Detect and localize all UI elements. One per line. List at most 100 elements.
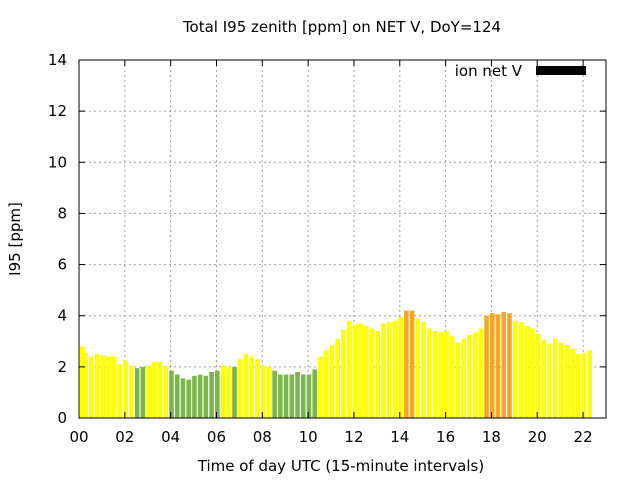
bar xyxy=(174,374,180,418)
bar xyxy=(449,336,455,418)
bar xyxy=(386,322,392,418)
bar xyxy=(83,352,88,418)
bar xyxy=(575,354,581,418)
bar xyxy=(335,338,340,418)
legend-label: ion net V xyxy=(455,62,523,80)
bar xyxy=(100,355,106,418)
bar xyxy=(358,323,363,418)
bar xyxy=(461,338,466,418)
x-tick-label: 14 xyxy=(390,428,409,446)
bar xyxy=(129,365,134,418)
bar xyxy=(570,348,575,418)
bar xyxy=(157,361,163,418)
bar xyxy=(507,313,512,418)
x-tick-label: 22 xyxy=(574,428,593,446)
bar xyxy=(530,328,535,418)
y-tick-label: 14 xyxy=(48,51,67,69)
bar xyxy=(295,371,300,418)
x-tick-label: 06 xyxy=(207,428,226,446)
ticks xyxy=(78,59,606,419)
bar xyxy=(289,374,295,418)
bar xyxy=(278,374,283,418)
bar xyxy=(111,356,117,418)
bar xyxy=(375,331,381,418)
bar xyxy=(220,365,226,418)
bar xyxy=(186,379,191,418)
bar xyxy=(512,320,518,418)
bar xyxy=(318,356,323,418)
bar xyxy=(89,356,94,418)
bar xyxy=(455,342,461,418)
bar xyxy=(272,370,277,418)
y-tick-label: 8 xyxy=(57,204,67,222)
bar xyxy=(300,374,306,418)
bar xyxy=(215,370,220,418)
bar xyxy=(243,354,249,418)
bar xyxy=(203,375,209,418)
x-tick-label: 12 xyxy=(344,428,363,446)
bar xyxy=(249,356,254,418)
bar xyxy=(564,345,570,418)
bar xyxy=(472,332,478,418)
bar xyxy=(152,361,157,418)
bar xyxy=(94,354,100,418)
bar xyxy=(146,365,151,418)
bar xyxy=(369,328,375,418)
y-tick-label: 4 xyxy=(57,307,67,325)
bar xyxy=(209,371,214,418)
bar xyxy=(518,322,524,418)
plot-frame xyxy=(78,59,607,419)
bar xyxy=(312,369,318,418)
y-tick-label: 6 xyxy=(57,256,67,274)
bar xyxy=(106,356,111,418)
bar xyxy=(329,345,335,418)
x-tick-label: 00 xyxy=(69,428,88,446)
bar xyxy=(535,333,541,418)
x-tick-label: 04 xyxy=(161,428,180,446)
bar xyxy=(197,374,203,418)
bar xyxy=(398,316,403,418)
bar xyxy=(266,366,272,418)
legend-swatch xyxy=(536,66,586,75)
bar xyxy=(467,334,472,418)
bar xyxy=(352,324,358,418)
bar xyxy=(341,329,346,418)
bar xyxy=(283,374,289,418)
bar xyxy=(255,359,260,418)
x-tick-label: 02 xyxy=(115,428,134,446)
bar xyxy=(363,325,369,418)
bar xyxy=(140,366,146,418)
y-tick-label: 10 xyxy=(48,153,67,171)
bar xyxy=(501,311,507,418)
chart-title: Total I95 zenith [ppm] on NET V, DoY=124 xyxy=(182,18,501,36)
bar xyxy=(180,378,186,418)
bar xyxy=(421,322,426,418)
bar xyxy=(558,342,564,418)
bar xyxy=(306,374,312,418)
bar xyxy=(587,350,592,418)
bar xyxy=(415,318,421,418)
bar xyxy=(484,315,489,418)
bar xyxy=(547,343,552,418)
bars xyxy=(80,310,592,418)
x-tick-label: 16 xyxy=(436,428,455,446)
bar xyxy=(524,325,529,418)
bar xyxy=(490,313,495,418)
bar xyxy=(237,359,243,418)
bar xyxy=(438,332,444,418)
bar xyxy=(404,310,409,418)
bar xyxy=(169,370,174,418)
x-tick-label: 10 xyxy=(299,428,318,446)
bar xyxy=(381,323,386,418)
y-tick-label: 2 xyxy=(57,358,67,376)
bar xyxy=(432,331,438,418)
bar xyxy=(553,338,558,418)
x-tick-label: 18 xyxy=(482,428,501,446)
y-tick-label: 0 xyxy=(57,409,67,427)
bar xyxy=(117,364,123,418)
y-axis-label: I95 [ppm] xyxy=(6,202,24,276)
bar xyxy=(478,328,484,418)
bar xyxy=(323,350,329,418)
